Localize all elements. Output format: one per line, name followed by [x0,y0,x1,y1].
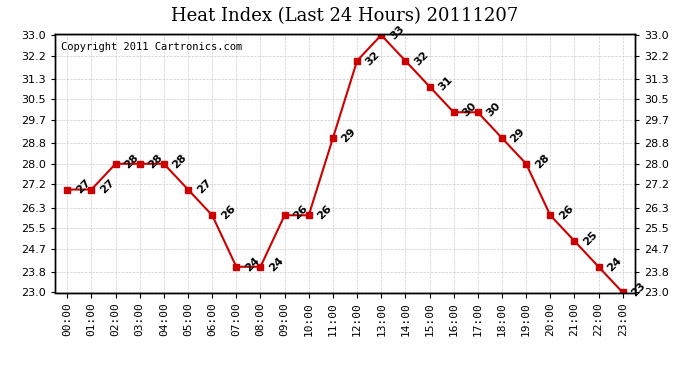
Text: 32: 32 [364,49,382,67]
Text: 27: 27 [195,178,213,196]
Text: 29: 29 [509,126,527,144]
Text: Copyright 2011 Cartronics.com: Copyright 2011 Cartronics.com [61,42,242,51]
Text: 33: 33 [388,23,406,41]
Text: 24: 24 [606,255,624,273]
Text: 28: 28 [147,152,165,170]
Text: 30: 30 [485,100,502,118]
Text: 30: 30 [461,100,478,118]
Text: 26: 26 [219,203,237,221]
Text: 32: 32 [413,49,431,67]
Text: 31: 31 [437,75,455,93]
Text: 23: 23 [630,281,648,298]
Text: 27: 27 [99,178,117,196]
Text: Heat Index (Last 24 Hours) 20111207: Heat Index (Last 24 Hours) 20111207 [171,8,519,26]
Text: 24: 24 [268,255,286,273]
Text: 26: 26 [558,203,575,221]
Text: 28: 28 [171,152,189,170]
Text: 28: 28 [123,152,141,170]
Text: 28: 28 [533,152,551,170]
Text: 26: 26 [316,203,334,221]
Text: 26: 26 [292,203,310,221]
Text: 27: 27 [75,178,92,196]
Text: 25: 25 [582,229,600,247]
Text: 24: 24 [244,255,262,273]
Text: 29: 29 [340,126,358,144]
